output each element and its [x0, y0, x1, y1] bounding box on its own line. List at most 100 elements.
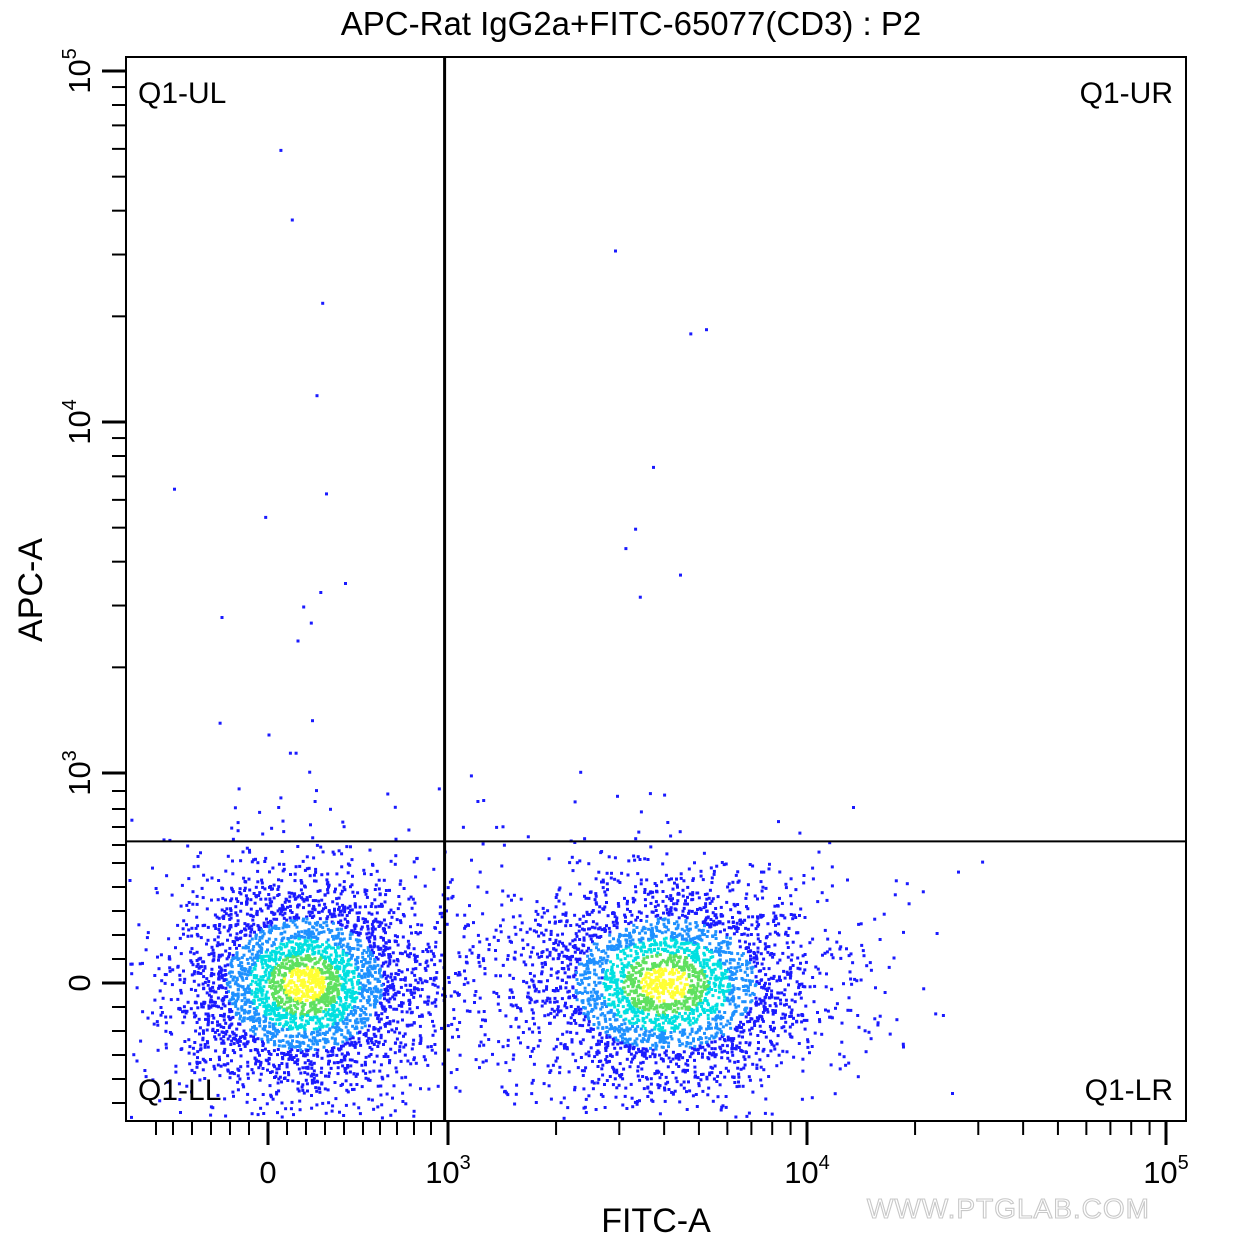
density-point	[225, 990, 228, 994]
density-point	[315, 1010, 319, 1014]
density-point	[608, 945, 612, 949]
density-point	[789, 913, 793, 916]
density-point	[352, 1044, 356, 1047]
density-point	[327, 1071, 331, 1075]
density-point	[248, 848, 251, 852]
density-point	[312, 1027, 316, 1031]
density-point	[189, 1007, 193, 1011]
density-point	[351, 1013, 355, 1017]
density-point	[254, 981, 258, 985]
density-point	[271, 1008, 275, 1012]
density-point	[335, 902, 339, 906]
density-point	[342, 982, 346, 986]
density-point	[648, 1055, 652, 1059]
density-point	[176, 923, 180, 927]
density-point	[303, 1071, 307, 1075]
density-point	[297, 945, 301, 949]
density-point	[361, 1005, 365, 1009]
density-point	[345, 963, 349, 967]
density-point	[244, 946, 248, 950]
density-point	[379, 935, 383, 939]
density-point	[314, 982, 318, 986]
density-point	[639, 919, 643, 922]
density-point	[306, 1049, 310, 1052]
density-point	[227, 913, 231, 917]
density-point	[237, 1038, 241, 1042]
density-point	[307, 936, 311, 939]
density-point	[248, 966, 252, 970]
density-point	[702, 1007, 706, 1011]
density-point	[747, 1043, 751, 1047]
density-point	[209, 995, 213, 999]
density-point	[582, 938, 586, 942]
density-point	[678, 1043, 682, 1047]
density-point	[759, 952, 763, 956]
density-point	[239, 859, 243, 863]
density-point	[333, 890, 337, 894]
density-point	[478, 996, 482, 1000]
density-point	[637, 970, 641, 974]
density-point	[399, 919, 402, 923]
density-point	[500, 903, 504, 907]
density-point	[616, 794, 619, 798]
density-point	[199, 956, 203, 960]
density-point	[677, 970, 681, 974]
density-point	[797, 992, 801, 996]
density-point	[499, 974, 502, 978]
density-point	[237, 1011, 241, 1015]
density-point	[370, 1037, 374, 1041]
density-point	[306, 985, 310, 988]
density-point	[631, 959, 635, 963]
density-point	[348, 1003, 352, 1007]
density-point	[501, 889, 505, 893]
density-point	[357, 911, 361, 915]
density-point	[605, 901, 608, 904]
density-point	[764, 1097, 768, 1101]
density-point	[239, 1054, 243, 1058]
density-point	[811, 877, 815, 881]
density-point	[244, 944, 248, 948]
density-point	[312, 1053, 316, 1057]
density-point	[182, 932, 185, 936]
density-point	[237, 1044, 241, 1048]
density-point	[482, 959, 486, 963]
density-point	[527, 995, 531, 999]
density-point	[240, 1019, 244, 1023]
density-point	[673, 993, 677, 997]
density-point	[326, 891, 330, 895]
density-point	[342, 1004, 346, 1008]
density-point	[665, 1003, 669, 1007]
density-point	[298, 997, 302, 1000]
density-point	[633, 980, 636, 984]
density-point	[301, 1088, 305, 1092]
density-point	[216, 898, 220, 902]
density-point	[338, 983, 342, 987]
density-point	[315, 928, 319, 932]
density-point	[380, 1004, 384, 1008]
density-point	[605, 975, 608, 979]
density-point	[295, 959, 299, 963]
density-point	[205, 1040, 209, 1044]
density-point	[349, 1010, 353, 1013]
density-point	[622, 980, 626, 984]
density-point	[587, 983, 591, 987]
density-point	[253, 974, 256, 977]
density-point	[284, 1034, 288, 1038]
density-point	[354, 1019, 357, 1023]
density-point	[581, 1038, 585, 1042]
density-point	[525, 930, 529, 934]
density-point	[608, 1017, 612, 1021]
density-point	[350, 983, 354, 986]
density-point	[585, 910, 589, 914]
density-point	[709, 1011, 713, 1014]
density-point	[633, 858, 637, 862]
density-point	[259, 987, 263, 991]
density-point	[356, 940, 360, 943]
density-point	[278, 1075, 282, 1079]
density-point	[300, 981, 304, 985]
density-point	[567, 1070, 571, 1074]
density-point	[643, 1051, 647, 1055]
density-point	[190, 960, 194, 964]
density-point	[310, 1031, 314, 1034]
density-point	[361, 983, 365, 987]
